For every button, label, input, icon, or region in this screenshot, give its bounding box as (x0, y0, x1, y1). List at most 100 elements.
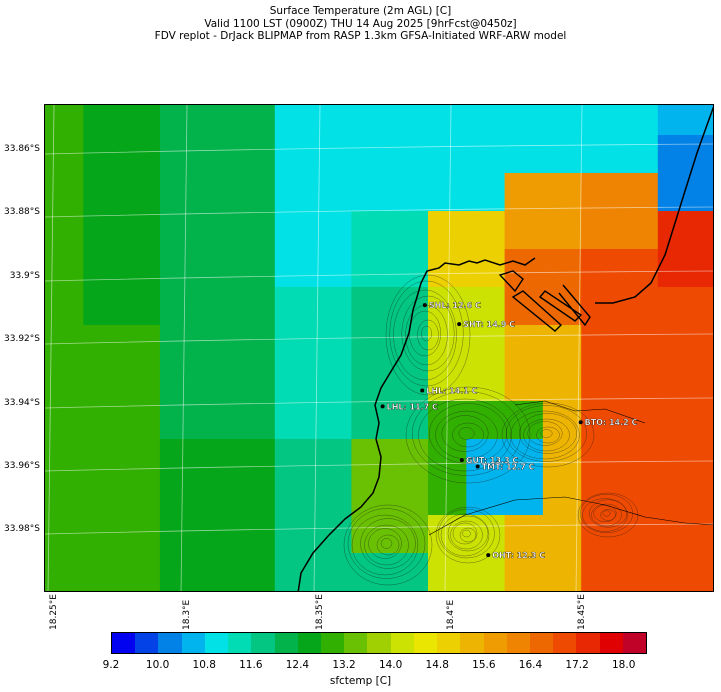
latitude-line (45, 143, 713, 155)
grid-cell (159, 401, 199, 440)
grid-cell (428, 477, 467, 516)
grid-cell (657, 249, 697, 288)
harbour-breakwater (498, 270, 591, 332)
grid-cell (542, 515, 582, 554)
grid-cell (351, 439, 391, 478)
grid-cell (581, 553, 620, 591)
grid-cell (351, 211, 391, 250)
grid-cell (45, 439, 84, 478)
colorbar-tick-label: 9.2 (102, 659, 120, 671)
grid-cell (121, 477, 161, 516)
false-bay-coastline (595, 106, 713, 304)
grid-cell (504, 515, 544, 554)
grid-cell (121, 135, 161, 174)
grid-cell (657, 135, 697, 174)
grid-cell (45, 477, 84, 516)
grid-cell (696, 325, 713, 364)
grid-cell (83, 363, 123, 402)
grid-cell (466, 105, 506, 136)
grid-cell (83, 173, 123, 212)
grid-cell (619, 249, 659, 288)
station-label: LHL: 11.7 C (387, 402, 438, 411)
grid-cell (351, 325, 391, 364)
contour-line (602, 510, 611, 517)
grid-cell (504, 249, 544, 288)
grid-cell (313, 173, 352, 212)
grid-cell (236, 439, 276, 478)
grid-cell (83, 287, 123, 326)
grid-cell (45, 173, 84, 212)
latitude-line (45, 206, 713, 218)
contour-line (600, 509, 616, 521)
longitude-line (313, 105, 321, 591)
contour-line (429, 403, 507, 464)
lon-label: 18.3°E (182, 599, 192, 630)
colorbar-swatch (320, 633, 345, 653)
station-bto[interactable]: BTO: 14.2 C (578, 418, 638, 427)
colorbar-swatch (135, 633, 159, 653)
grid-cell (504, 211, 544, 250)
grid-cell (121, 173, 161, 212)
grid-cell (389, 287, 429, 326)
station-gut[interactable]: GUT: 13.3 C (459, 456, 519, 465)
grid-cell (351, 249, 391, 288)
grid-cell (389, 105, 429, 136)
station-label: LHL: 14.1 C (426, 387, 477, 396)
colorbar-label: sfctemp [C] (329, 675, 392, 687)
lat-label: 33.92°S (4, 334, 40, 344)
grid-cell (45, 553, 84, 591)
grid-cell (619, 211, 659, 250)
grid-cell (236, 325, 276, 364)
colorbar-swatch (390, 633, 414, 653)
grid-cell (581, 401, 620, 440)
grid-cell (121, 515, 161, 554)
grid-cell (313, 105, 352, 136)
station-marker-icon (457, 322, 462, 327)
grid-cell (351, 105, 391, 136)
contour-line (506, 405, 587, 462)
contour-line (462, 529, 471, 538)
colorbar-tick-label: 18.0 (611, 659, 636, 671)
contour-line (591, 503, 622, 527)
contour-line (401, 295, 455, 372)
grid-cell (236, 287, 276, 326)
grid-cell (45, 249, 84, 288)
grid-cell (159, 477, 199, 516)
station-lhl[interactable]: LHL: 14.1 C (420, 386, 478, 396)
grid-cell (198, 249, 237, 288)
latitude-line (45, 270, 713, 282)
grid-cell (274, 249, 314, 288)
grid-cell (542, 439, 582, 478)
grid-cell (504, 477, 544, 516)
grid-cell (657, 401, 697, 440)
grid-cell (389, 249, 429, 288)
grid-cell (159, 249, 199, 288)
station-lhl2[interactable]: LHL: 11.7 C (380, 402, 438, 412)
contour-line (421, 325, 432, 342)
temperature-map[interactable]: SHL: 12.6 C SHT: 14.9 C LHL: 14.1 C LHL: 11… (44, 104, 714, 592)
station-oht[interactable]: OHT: 12.3 C (486, 551, 545, 560)
grid-cell (236, 553, 276, 591)
station-tmt[interactable]: TMT: 12.7 C (475, 462, 535, 472)
station-marker-icon (380, 404, 385, 409)
station-shl[interactable]: SHL: 12.6 C (422, 301, 481, 310)
station-label: SHT: 14.9 C (463, 320, 515, 329)
grid-cell (504, 135, 544, 174)
lon-label: 18.4°E (446, 599, 456, 630)
contour-line (351, 514, 419, 576)
grid-cell (696, 211, 713, 250)
grid-cell (236, 135, 276, 174)
grid-cell (274, 553, 314, 591)
grid-cell (236, 105, 276, 136)
grid-cell (313, 515, 352, 554)
station-sht[interactable]: SHT: 14.9 C (457, 320, 515, 329)
lat-label: 33.94°S (4, 398, 40, 408)
contour-line (418, 398, 512, 472)
contour-line (440, 513, 490, 557)
map-title: Surface Temperature (2m AGL) [C] Valid 1… (0, 5, 721, 43)
grid-cell (581, 325, 620, 364)
contour-line (452, 422, 484, 448)
colorbar-tick-label: 14.0 (378, 659, 403, 671)
colorbar-swatch (204, 633, 229, 653)
grid-cell (351, 173, 391, 212)
